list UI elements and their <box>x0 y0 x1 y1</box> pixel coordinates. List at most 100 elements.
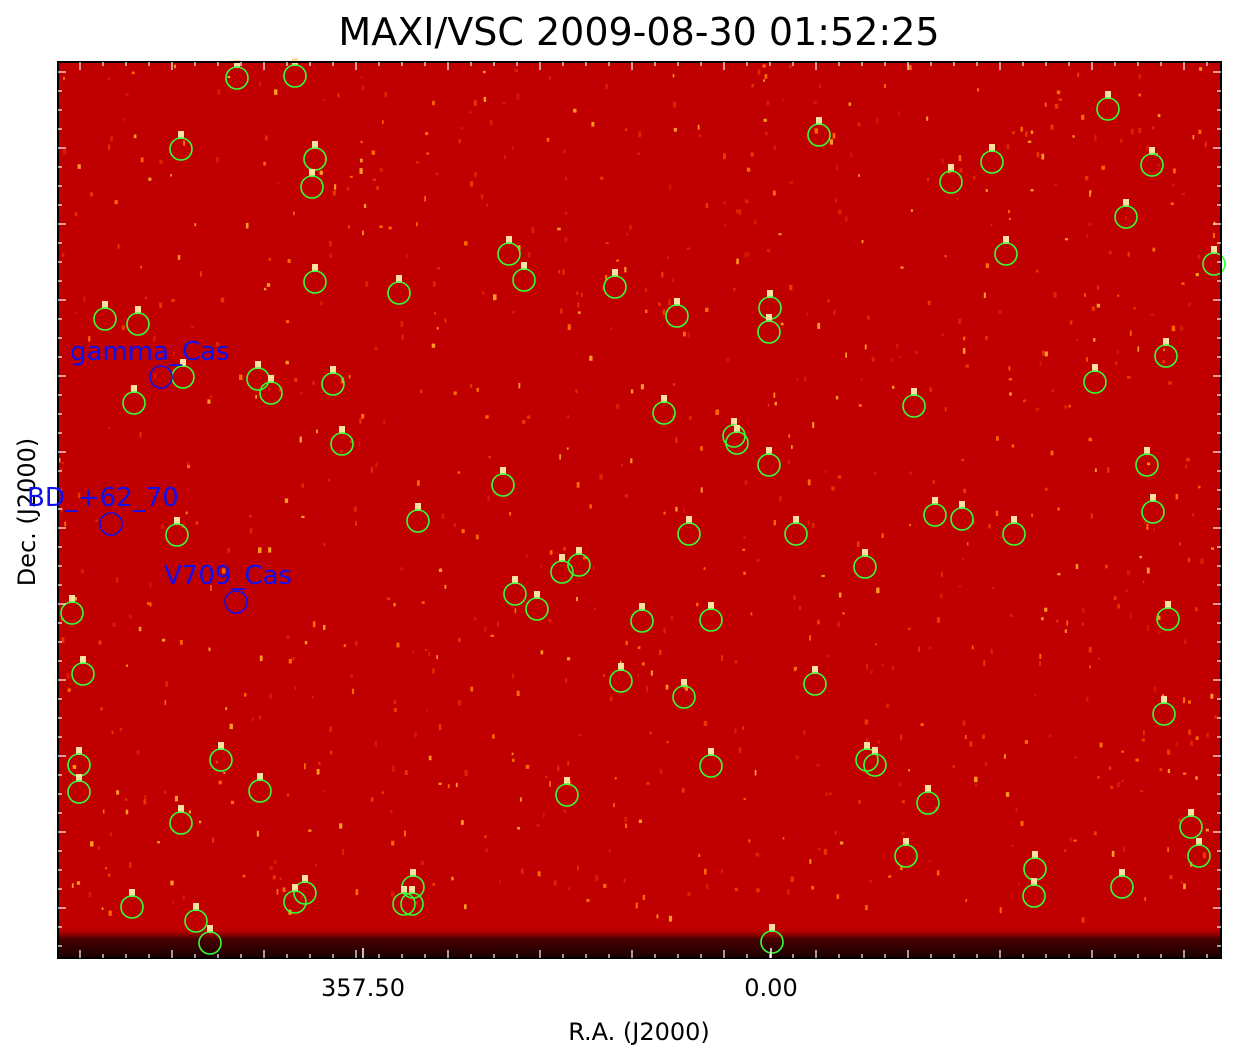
source-spot <box>674 298 680 306</box>
noise-speck <box>350 674 354 678</box>
noise-speck <box>900 865 903 871</box>
noise-speck <box>1090 513 1093 519</box>
noise-speck <box>767 403 770 407</box>
noise-speck <box>963 488 967 494</box>
noise-speck <box>1072 135 1075 138</box>
noise-speck <box>836 164 838 171</box>
noise-speck <box>548 76 551 80</box>
noise-speck <box>337 93 340 98</box>
noise-speck <box>301 894 303 900</box>
source-spot <box>708 602 714 610</box>
noise-speck <box>705 203 709 209</box>
source-spot <box>80 656 86 664</box>
noise-speck <box>225 707 228 710</box>
noise-speck <box>1116 782 1121 787</box>
noise-speck <box>1202 852 1206 859</box>
noise-speck <box>927 177 929 181</box>
noise-speck <box>857 122 861 127</box>
noise-speck <box>1081 622 1084 626</box>
noise-speck <box>112 622 116 627</box>
noise-speck <box>838 209 842 215</box>
noise-speck <box>323 624 326 630</box>
noise-speck <box>566 657 571 661</box>
noise-speck <box>164 700 167 706</box>
noise-speck <box>744 252 748 258</box>
noise-speck <box>908 65 912 71</box>
noise-speck <box>1081 114 1085 120</box>
noise-speck <box>697 124 700 130</box>
noise-speck <box>74 212 78 216</box>
noise-speck <box>1146 523 1149 530</box>
noise-speck <box>706 883 709 889</box>
noise-speck <box>293 211 295 216</box>
noise-speck <box>514 69 518 72</box>
star-marker <box>259 381 283 405</box>
noise-speck <box>630 458 633 464</box>
source-spot <box>415 503 421 511</box>
noise-speck <box>616 403 620 409</box>
noise-speck <box>269 866 273 870</box>
noise-speck <box>1064 238 1069 241</box>
noise-speck <box>230 800 235 805</box>
noise-speck <box>756 559 760 562</box>
source-spot <box>816 117 822 125</box>
source-spot <box>506 236 512 244</box>
catalog-label-bd-62-70: BD_+62_70 <box>27 483 179 513</box>
noise-speck <box>834 197 837 203</box>
catalog-marker <box>224 590 248 614</box>
star-marker <box>503 582 527 606</box>
star-marker <box>392 892 416 916</box>
noise-speck <box>374 741 377 747</box>
noise-speck <box>774 401 777 406</box>
noise-speck <box>767 249 771 253</box>
noise-speck <box>1069 837 1072 842</box>
noise-speck <box>453 391 457 395</box>
noise-speck <box>170 174 172 177</box>
noise-speck <box>140 157 144 163</box>
noise-speck <box>188 810 191 814</box>
noise-speck <box>1042 350 1045 356</box>
noise-speck <box>414 732 417 737</box>
noise-speck <box>958 155 962 162</box>
noise-speck <box>576 597 578 602</box>
noise-speck <box>108 910 112 916</box>
noise-speck <box>172 900 175 905</box>
noise-speck <box>239 374 243 380</box>
noise-speck <box>662 309 666 316</box>
noise-speck <box>613 803 615 808</box>
noise-speck <box>123 118 126 121</box>
catalog-label-v709-cas: V709_Cas <box>164 561 292 591</box>
noise-speck <box>558 270 561 274</box>
noise-speck <box>460 127 463 130</box>
noise-speck <box>182 895 185 900</box>
noise-speck <box>1057 507 1060 511</box>
noise-speck <box>1096 303 1101 308</box>
source-spot <box>76 774 82 782</box>
noise-speck <box>540 650 544 655</box>
noise-speck <box>685 685 688 691</box>
noise-speck <box>316 429 318 434</box>
noise-speck <box>733 287 736 292</box>
source-spot <box>925 785 931 793</box>
noise-speck <box>1020 126 1023 132</box>
noise-speck <box>963 336 966 341</box>
noise-speck <box>668 915 673 922</box>
source-spot <box>686 516 692 524</box>
noise-speck <box>121 325 126 331</box>
noise-speck <box>157 841 161 844</box>
noise-speck <box>379 168 383 172</box>
noise-speck <box>223 772 226 774</box>
source-spot <box>932 497 938 505</box>
noise-speck <box>97 846 100 850</box>
noise-speck <box>624 267 627 273</box>
star-marker <box>169 811 193 835</box>
source-spot <box>766 314 772 322</box>
noise-speck <box>941 571 943 577</box>
noise-speck <box>1198 129 1202 134</box>
noise-speck <box>128 614 132 619</box>
noise-speck <box>790 876 794 882</box>
noise-speck <box>404 770 408 775</box>
noise-speck <box>1144 897 1146 901</box>
source-spot <box>129 889 135 897</box>
noise-speck <box>355 889 359 896</box>
